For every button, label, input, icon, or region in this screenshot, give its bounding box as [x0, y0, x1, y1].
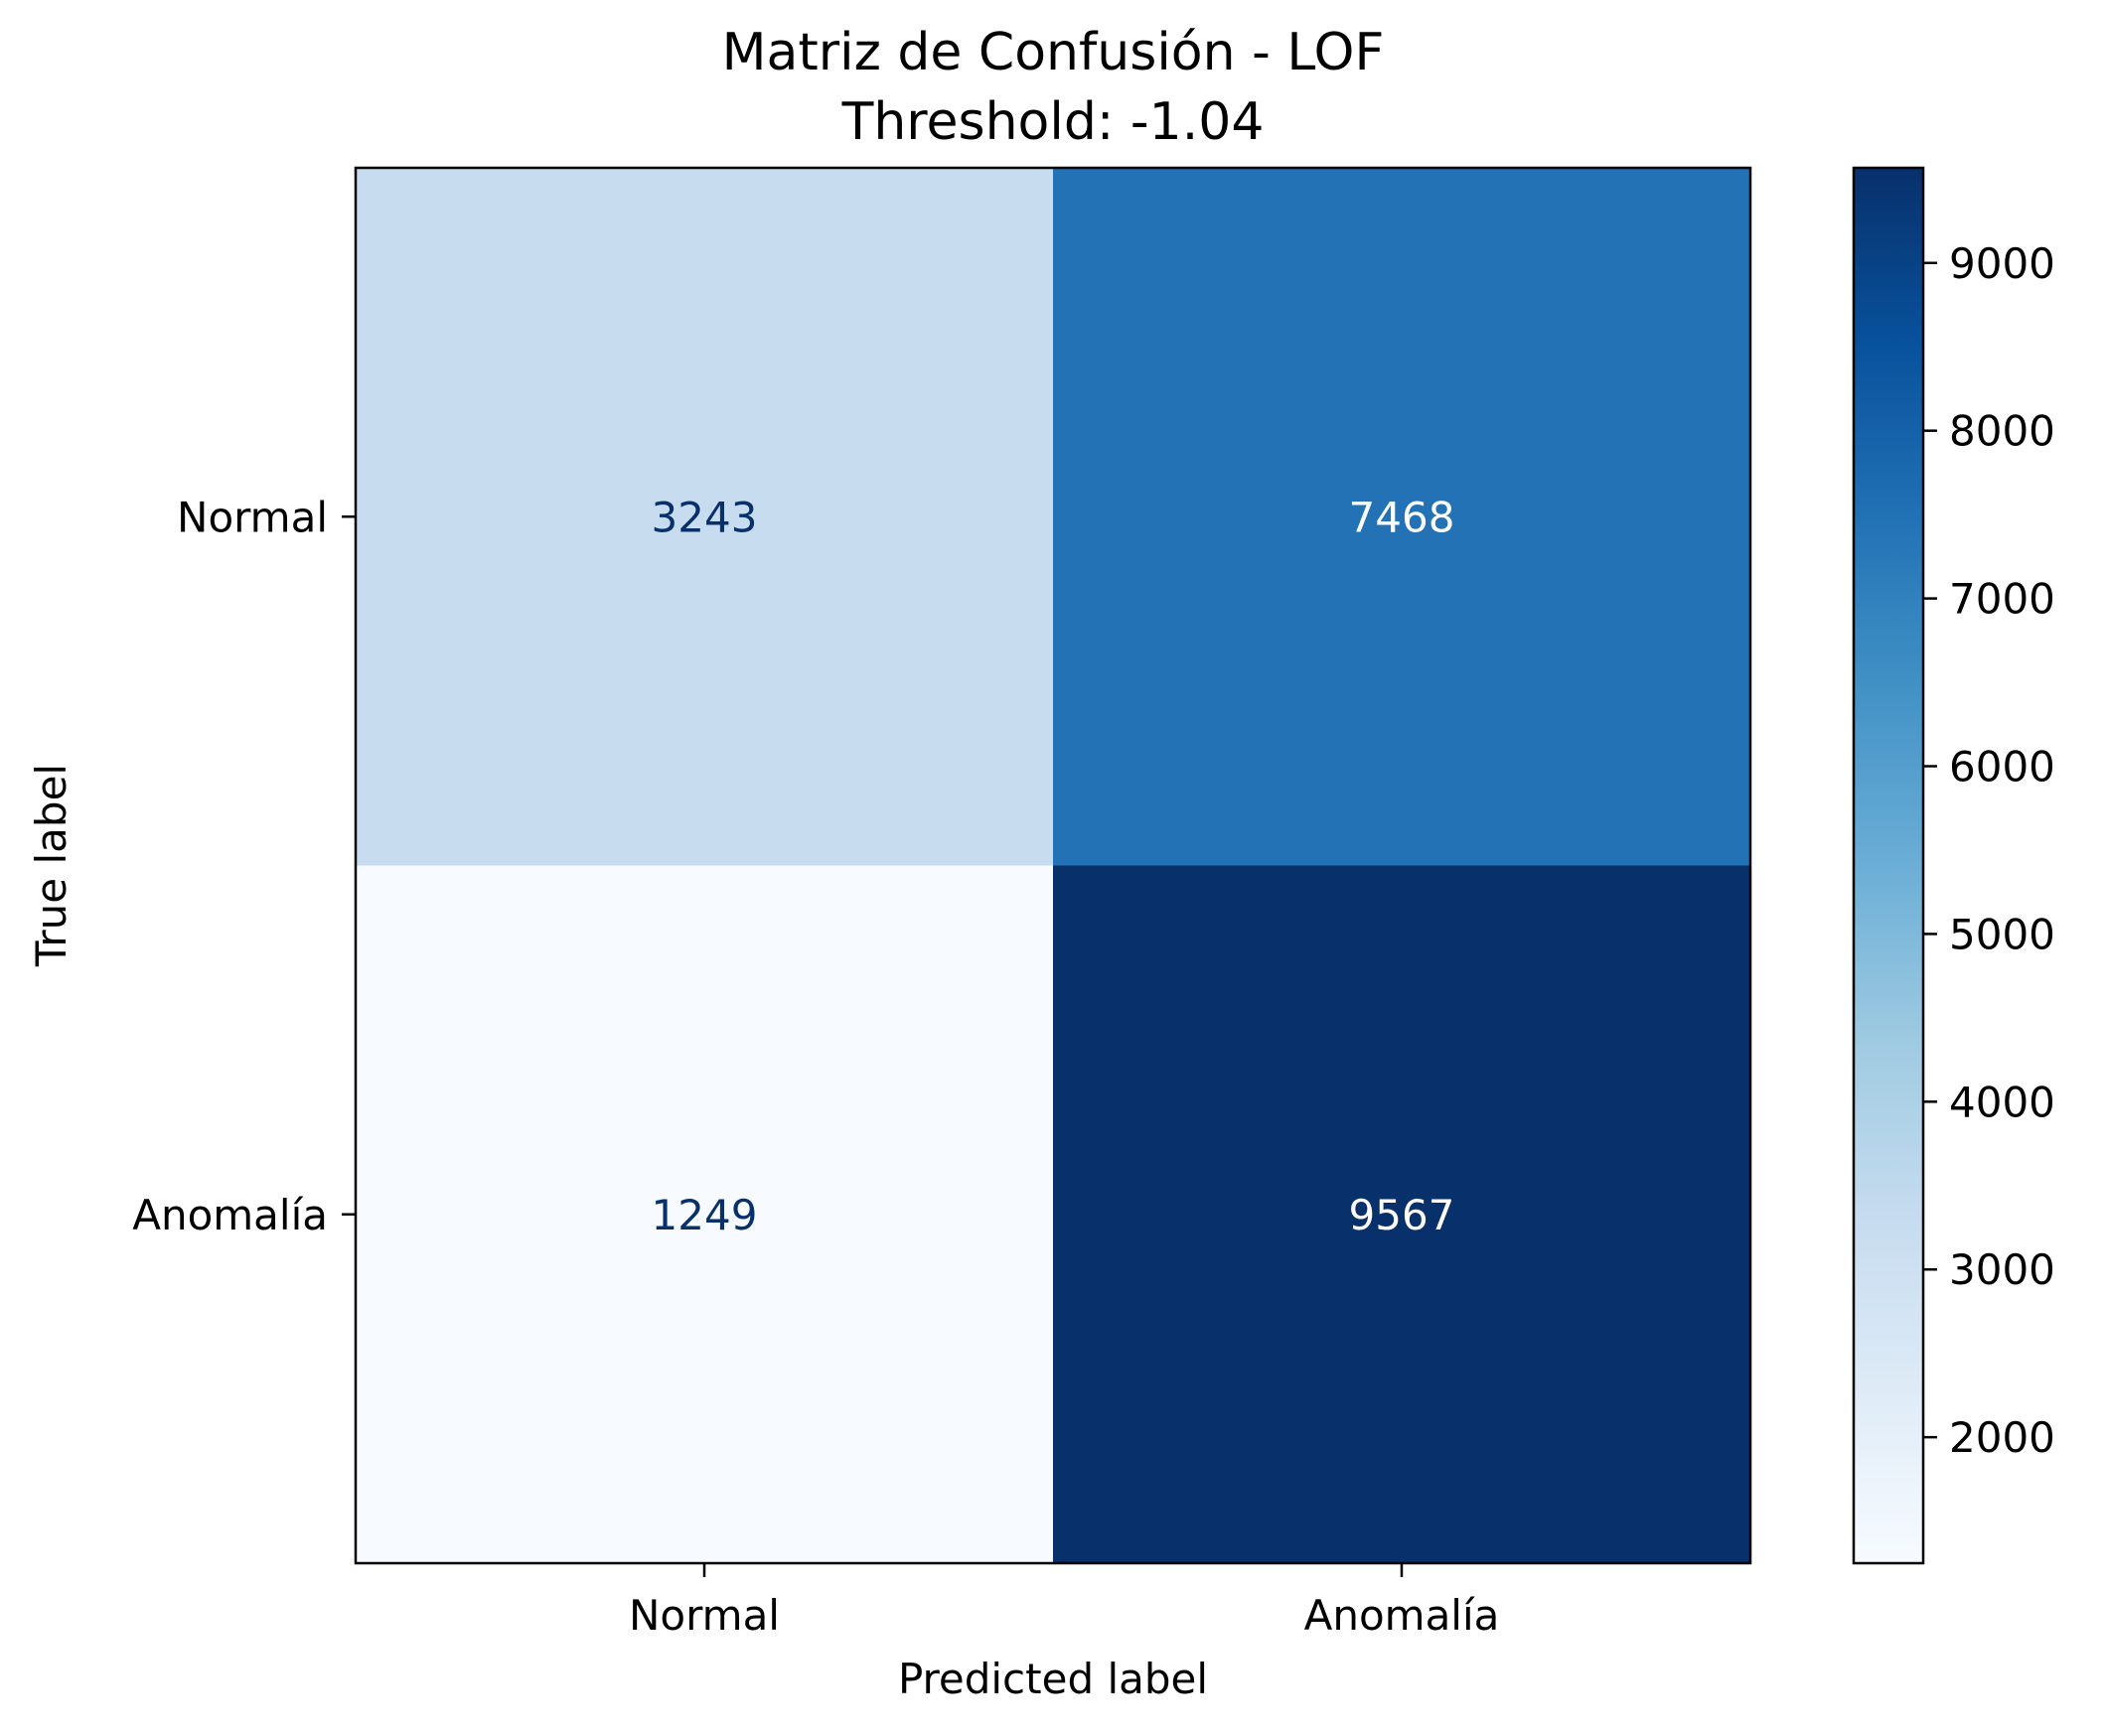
colorbar-tick-label: 3000 — [1949, 1245, 2055, 1294]
colorbar-tick-label: 5000 — [1949, 910, 2055, 958]
y-tick-label: Anomalía — [132, 1191, 328, 1239]
cell-value-label: 3243 — [652, 493, 758, 541]
heatmap-cell — [1053, 865, 1751, 1564]
plot-frame — [354, 166, 1752, 1565]
heatmap-cells: 3243 7468 1249 9567 — [356, 168, 1751, 1564]
x-axis-label: Predicted label — [898, 1655, 1208, 1703]
heatmap-cell — [1053, 168, 1751, 866]
cell-value-label: 9567 — [1349, 1191, 1455, 1239]
x-axis-ticks: Normal Anomalía — [629, 1563, 1499, 1640]
colorbar-tick-label: 4000 — [1949, 1078, 2055, 1126]
y-tick-label: Normal — [177, 493, 328, 541]
colorbar-ticks: 2000 3000 4000 5000 6000 7000 8000 9000 — [1923, 239, 2055, 1462]
colorbar-tick-label: 2000 — [1949, 1413, 2055, 1462]
colorbar-tick-label: 7000 — [1949, 575, 2055, 624]
colorbar-tick-label: 6000 — [1949, 743, 2055, 792]
heatmap-cell — [356, 865, 1054, 1564]
chart-subtitle: Threshold: -1.04 — [841, 92, 1265, 152]
heatmap-cell — [356, 168, 1054, 866]
colorbar — [1852, 166, 1925, 1565]
cell-value-label: 1249 — [652, 1191, 758, 1239]
cell-value-label: 7468 — [1349, 493, 1455, 541]
x-tick-label: Normal — [629, 1591, 780, 1640]
x-tick-label: Anomalía — [1304, 1591, 1500, 1640]
chart-title: Matriz de Confusión - LOF — [722, 23, 1385, 82]
y-axis-ticks: Normal Anomalía — [132, 493, 356, 1239]
colorbar-tick-label: 8000 — [1949, 407, 2055, 456]
y-axis-label: True label — [27, 764, 75, 967]
colorbar-tick-label: 9000 — [1949, 239, 2055, 288]
